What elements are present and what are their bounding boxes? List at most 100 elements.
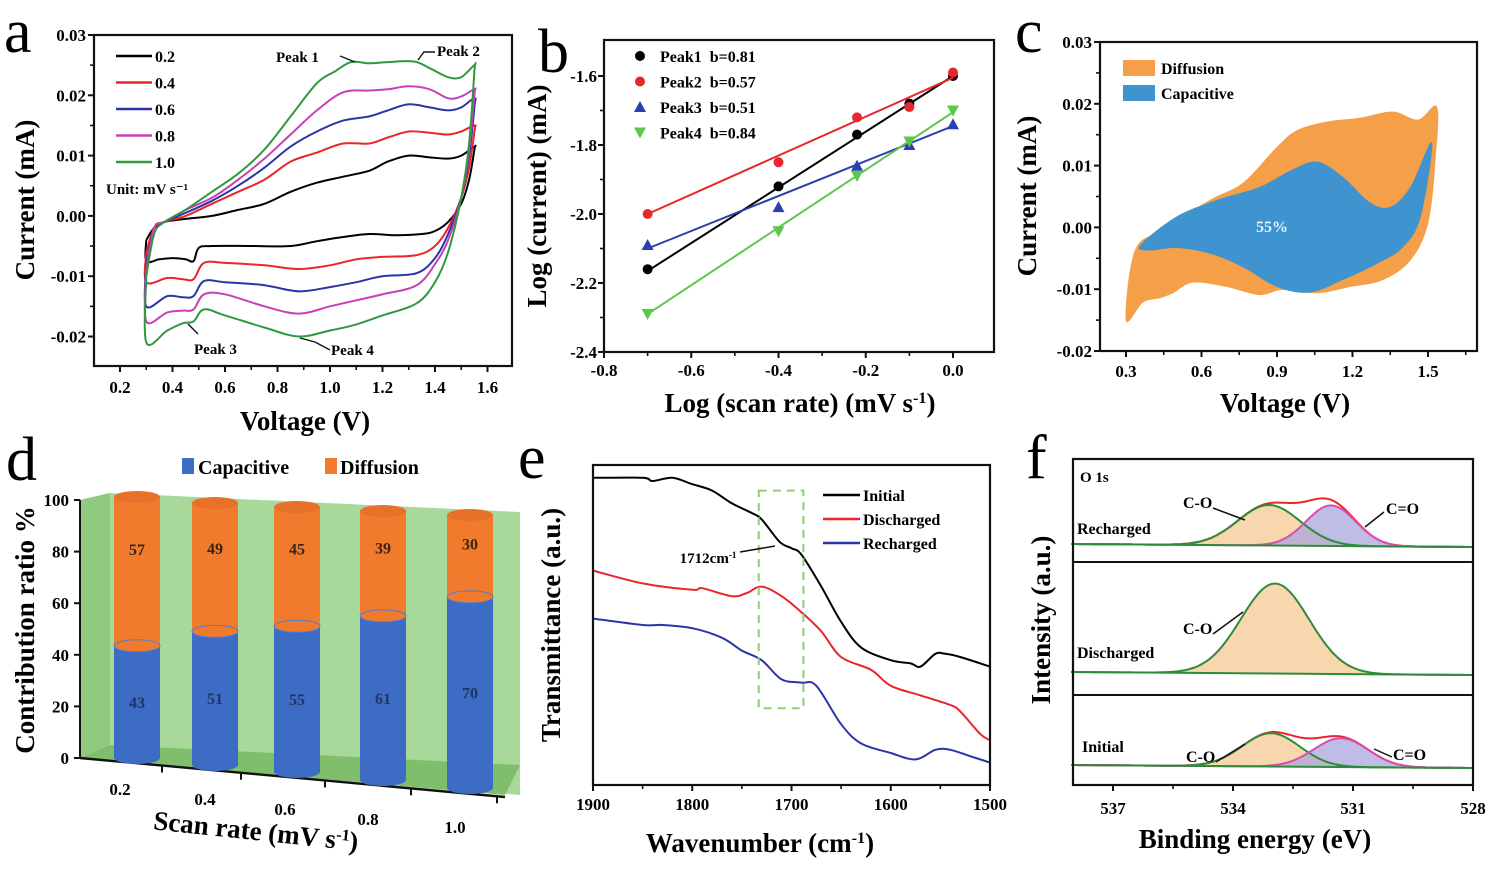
y-axis-title: Current (mA) [10, 120, 40, 281]
x-tick-label: -0.6 [678, 361, 705, 380]
y-tick-label: -1.8 [570, 136, 597, 155]
y-axis-title: Log (current) (mA) [522, 85, 552, 308]
annotation-1712: 1712cm-1 [680, 550, 737, 567]
data-label-capacitive: 43 [129, 695, 145, 712]
legend-swatch-capacitive [182, 458, 194, 474]
x-tick-label: 0.0 [942, 361, 963, 380]
y-tick-label: -0.02 [1057, 342, 1092, 361]
bar-split-edge [446, 590, 494, 604]
fit-line [647, 76, 954, 215]
cv-curve-0.8 [143, 85, 477, 325]
component-fill-C-O [1071, 505, 1473, 548]
bar-capacitive [360, 615, 406, 786]
y-tick-label: 100 [44, 491, 70, 510]
y-axis-title: Transmittance (a.u.) [536, 508, 566, 742]
data-point [642, 209, 653, 219]
x-tick-label: 0.6 [274, 800, 295, 819]
cv-curve-1.0 [143, 60, 477, 346]
subplot-label: Initial [1082, 739, 1124, 756]
legend-label: Peak2 b=0.57 [660, 75, 756, 92]
annotation-leader [187, 323, 199, 335]
bar-diffusion [360, 511, 406, 622]
y-tick-label: -1.6 [570, 67, 597, 86]
bar-diffusion [114, 497, 160, 652]
x-axis-title: Wavenumber (cm-1) [646, 828, 874, 858]
cv-curve-0.4 [143, 124, 477, 285]
x-tick-label: -0.2 [852, 361, 879, 380]
bar-capacitive [114, 645, 160, 764]
x-tick-label: 0.6 [1191, 362, 1212, 381]
x-tick-label: 0.2 [109, 780, 130, 799]
y-tick-label: 0 [61, 749, 70, 768]
data-point [948, 67, 958, 78]
panel-letter-b: b [538, 18, 569, 86]
component-fill-C=O [1071, 738, 1473, 769]
y-tick-label: -2.2 [570, 274, 597, 293]
legend-label: Discharged [863, 512, 940, 529]
subplot-label: Recharged [1077, 521, 1151, 538]
x-tick-label: 1.4 [424, 378, 446, 397]
data-point [851, 159, 864, 171]
legend-marker [634, 127, 646, 139]
bar-capacitive [192, 631, 238, 771]
annotation-peak-2: Peak 2 [437, 44, 480, 60]
x-axis-title: Log (scan rate) (mV s-1) [665, 388, 936, 418]
baseline [1072, 543, 1474, 549]
panel-d-cylinder-bars: 0 20 40 60 80 100 43 57 0.2 51 49 0.4 55 45 0.6 61 39 0.8… [10, 457, 520, 857]
legend-label: Peak4 b=0.84 [660, 126, 756, 143]
y-tick-label: 20 [52, 697, 69, 716]
legend-label: 0.4 [155, 76, 175, 93]
legend-swatch-diffusion [325, 458, 337, 474]
x-tick-label: 0.9 [1266, 362, 1287, 381]
annotation-leader [1364, 511, 1385, 528]
legend-marker [634, 101, 646, 112]
legend-label: Capacitive [1161, 86, 1234, 103]
data-label-capacitive: 61 [375, 691, 391, 708]
y-tick-label: 40 [52, 646, 69, 665]
percentage-label: 55% [1256, 219, 1288, 236]
data-point [641, 239, 654, 251]
legend-label: Initial [863, 488, 905, 505]
panel-letter-d: d [6, 426, 37, 494]
x-tick-label: 1700 [775, 795, 809, 814]
data-point [772, 201, 785, 213]
x-axis-title: Scan rate (mV s-1) [152, 805, 360, 856]
x-tick-label: 528 [1460, 799, 1486, 818]
y-tick-label: 0.02 [56, 86, 86, 105]
x-tick-label: 0.8 [357, 810, 378, 829]
y-axis-title: Contribution ratio % [10, 506, 40, 754]
x-axis-title: Voltage (V) [240, 406, 370, 436]
x-tick-label: 0.8 [267, 378, 288, 397]
data-label-diffusion: 57 [129, 542, 145, 559]
corner-label: O 1s [1080, 470, 1109, 486]
annotation-leader [299, 337, 331, 351]
y-tick-label: 0.01 [1062, 157, 1092, 176]
component-label: C=O [1393, 747, 1426, 764]
bar-diffusion [274, 507, 320, 633]
legend-label: Peak3 b=0.51 [660, 100, 756, 117]
y-tick-label: 0.02 [1062, 95, 1092, 114]
x-tick-label: 1.0 [444, 818, 465, 837]
annotation-peak-1: Peak 1 [276, 50, 319, 66]
subplot-label: Discharged [1077, 645, 1154, 662]
legend-label: Diffusion [340, 457, 419, 479]
data-label-capacitive: 51 [207, 691, 223, 708]
data-point [852, 129, 863, 140]
x-tick-label: 1800 [675, 795, 709, 814]
y-tick-label: -2.4 [570, 343, 597, 362]
data-point [642, 264, 653, 275]
fit-line [647, 75, 954, 272]
legend-label: Peak1 b=0.81 [660, 49, 756, 66]
data-label-diffusion: 49 [207, 541, 223, 558]
component-label: C-O [1183, 495, 1212, 512]
panel-letter-c: c [1015, 0, 1043, 66]
data-point [947, 118, 959, 130]
x-tick-label: 1.6 [477, 378, 498, 397]
annotation-leader [1215, 743, 1246, 763]
y-tick-label: -0.01 [51, 267, 86, 286]
cv-curve-0.6 [143, 97, 477, 309]
data-label-capacitive: 55 [289, 692, 305, 709]
x-tick-label: 531 [1340, 799, 1366, 818]
panel-a-cv-curves: 0.2 0.4 0.6 0.8 1.0 1.2 1.4 1.6 0.03 0.02 0.01 0.00… [10, 26, 514, 436]
data-point [852, 112, 863, 123]
